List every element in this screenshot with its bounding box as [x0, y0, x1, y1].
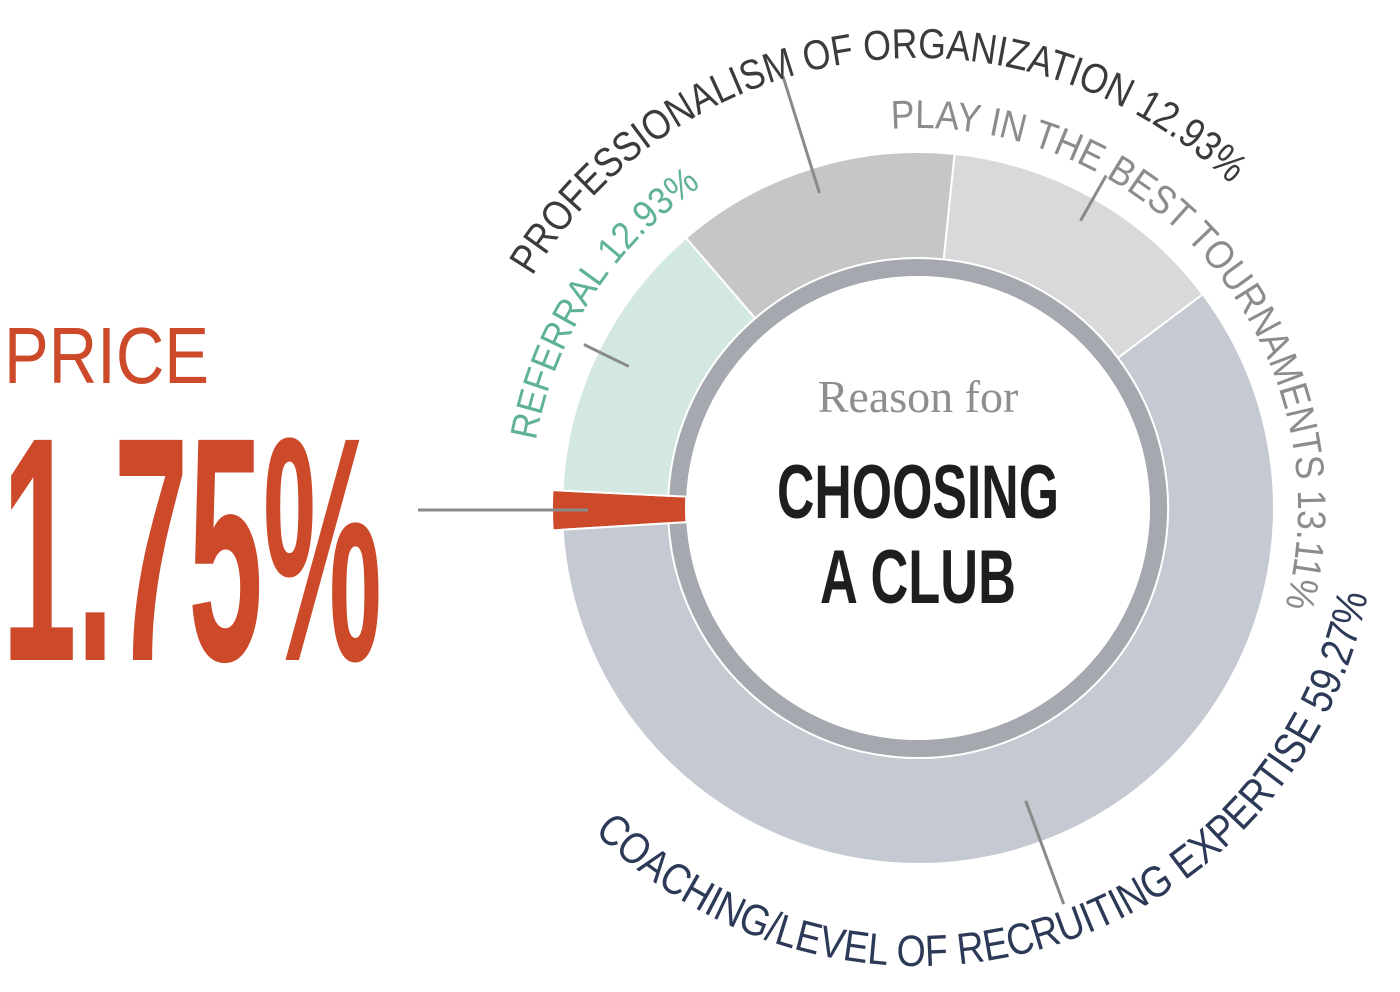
chart-title-line: CHOOSING	[777, 450, 1059, 535]
chart-subtitle: Reason for	[818, 371, 1019, 422]
leader-line	[583, 343, 630, 368]
donut-segment	[551, 489, 688, 532]
leader-line	[781, 76, 821, 194]
center-disc	[686, 276, 1150, 740]
leader-line	[1079, 174, 1108, 222]
leader-line	[1024, 800, 1066, 905]
highlight-name: PRICE	[4, 311, 209, 400]
donut-segment	[561, 292, 1275, 865]
segment-value-label: 13.11%	[1277, 490, 1334, 615]
chart-title-line: A CLUB	[820, 535, 1016, 620]
highlight-value-label: 1.75%	[2, 370, 382, 728]
